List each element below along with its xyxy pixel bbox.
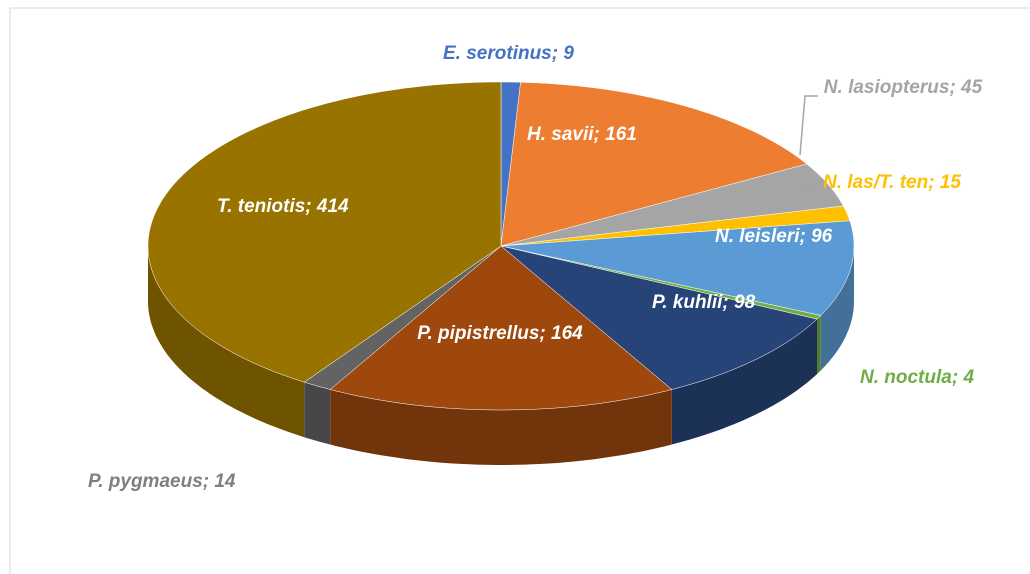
data-label: N. las/T. ten; 15 (823, 172, 961, 193)
data-label: N. lasiopterus; 45 (823, 77, 983, 98)
leader-line (799, 95, 818, 156)
chart-border (9, 7, 1030, 574)
pie-slice (500, 220, 855, 316)
pie-slice (500, 82, 808, 247)
pie-slice (500, 205, 851, 247)
pie-sides (148, 246, 854, 465)
pie-slice-side (820, 246, 854, 371)
pie-slice-side (330, 389, 672, 465)
pie-tops (147, 81, 855, 411)
data-label: P. pipistrellus; 164 (417, 323, 583, 344)
pie-slice-side (304, 382, 331, 445)
pie-slice-side (671, 319, 817, 445)
pie-slice (147, 81, 502, 383)
leader-line (799, 184, 820, 188)
pie-slice (303, 245, 502, 390)
data-label: P. pygmaeus; 14 (88, 471, 236, 492)
data-label: P. kuhlii; 98 (652, 292, 756, 313)
data-label: T. teniotis; 414 (217, 196, 349, 217)
data-label: H. savii; 161 (527, 124, 637, 145)
data-label: E. serotinus; 9 (443, 43, 574, 64)
pie-slice (500, 245, 818, 390)
pie-slice-side (817, 315, 821, 375)
data-label: N. noctula; 4 (860, 367, 975, 388)
pie-slice (500, 163, 844, 247)
data-label: N. leisleri; 96 (715, 226, 833, 247)
pie-slice (329, 245, 673, 411)
pie-slice-side (148, 246, 305, 438)
